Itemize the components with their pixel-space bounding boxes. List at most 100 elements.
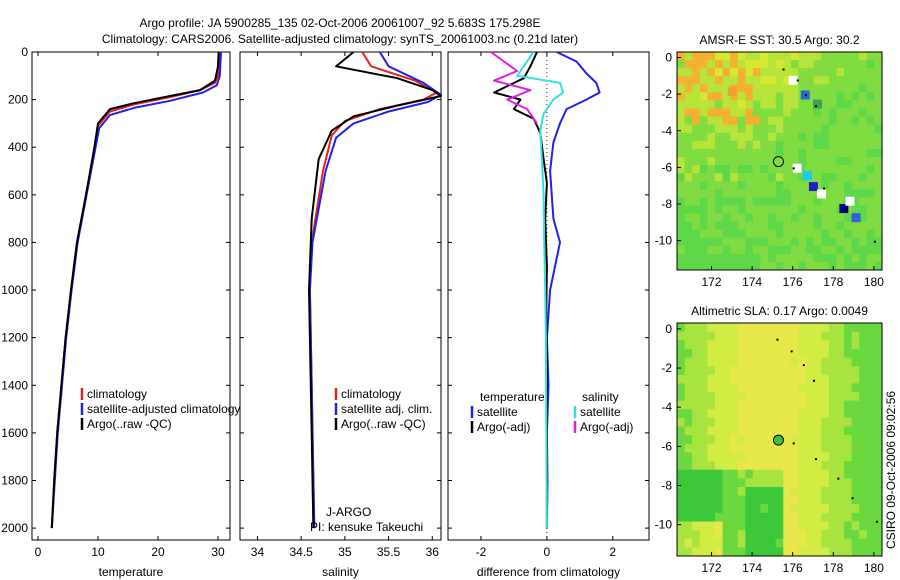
sla-heatmap-cell [677, 478, 686, 488]
sst-heatmap-cell [768, 165, 777, 174]
sst-heatmap-cell [752, 148, 762, 158]
sla-heatmap-cell [859, 495, 868, 505]
sla-heatmap-cell [821, 469, 830, 479]
sla-heatmap-cell [768, 323, 777, 333]
sla-heatmap-cell [798, 323, 807, 333]
sla-heatmap-cell [775, 400, 784, 410]
sst-heatmap-cell [813, 148, 822, 158]
sst-heatmap-cell [707, 148, 716, 158]
sst-heatmap-cell [768, 52, 777, 61]
sla-heatmap-cell [836, 323, 845, 333]
sla-heatmap-cell [722, 323, 731, 333]
sla-heatmap-cell [699, 417, 708, 428]
sla-heatmap-cell [775, 366, 784, 376]
sla-heatmap-cell [684, 366, 693, 376]
sst-anomaly-cell [839, 204, 849, 214]
sla-heatmap-cell [745, 478, 754, 488]
sst-heatmap-cell [768, 68, 777, 77]
sst-heatmap-cell [790, 132, 799, 142]
sst-heatmap-cell [859, 165, 868, 174]
salinity-xlabel: salinity [322, 565, 359, 579]
sla-heatmap-cell [714, 530, 724, 540]
sla-heatmap-cell [836, 512, 845, 522]
sla-heatmap-cell [722, 469, 731, 479]
sla-heatmap-cell [813, 521, 822, 531]
sst-heatmap-cell [745, 84, 754, 93]
sla-heatmap-cell [844, 357, 853, 367]
sst-heatmap-cell [775, 100, 784, 110]
sla-heatmap-cell [692, 521, 701, 531]
sst-heatmap-cell [790, 221, 799, 231]
sst-heatmap-cell [813, 261, 822, 271]
sla-heatmap-cell [866, 495, 875, 505]
sla-heatmap-cell [798, 530, 807, 540]
sla-heatmap-cell [692, 443, 701, 453]
sla-heatmap-cell [844, 323, 853, 333]
sla-heatmap-cell [737, 374, 746, 384]
sst-heatmap-cell [866, 245, 875, 255]
sla-heatmap-cell [745, 383, 754, 393]
sst-heatmap-cell [760, 181, 769, 190]
sla-heatmap-cell [836, 521, 845, 531]
sla-heatmap-cell [707, 495, 716, 505]
sst-heatmap-cell [752, 221, 762, 231]
sla-heatmap-cell [813, 469, 822, 479]
sst-heatmap-cell [677, 92, 686, 101]
sla-heatmap-cell [874, 374, 883, 384]
sst-heatmap-cell [874, 253, 883, 263]
sst-heatmap-cell [707, 52, 716, 61]
sst-anomaly-cell [792, 163, 802, 173]
sla-heatmap-cell [677, 357, 686, 367]
sst-heatmap-cell [737, 221, 746, 231]
sst-heatmap-cell [699, 197, 708, 206]
sla-heatmap-cell [752, 383, 762, 393]
sla-heatmap-cell [677, 331, 686, 341]
sla-heatmap-cell [752, 392, 762, 402]
sla-heatmap-cell [813, 366, 822, 376]
sst-heatmap-cell [768, 197, 777, 206]
sst-axes-frame [676, 51, 883, 271]
sla-heatmap-cell [737, 331, 746, 341]
sla-heatmap-cell [745, 461, 754, 471]
sst-heatmap-cell [722, 84, 731, 93]
sst-heatmap-cell [707, 156, 716, 166]
sla-heatmap-cell [737, 323, 746, 333]
sla-heatmap-cell [677, 374, 686, 384]
sst-heatmap-cell [768, 140, 777, 150]
sla-heatmap-cell [866, 357, 875, 367]
sst-heatmap-cell [737, 156, 746, 166]
depth-tick-label: 1800 [1, 473, 28, 487]
sla-heatmap-cell [768, 409, 777, 419]
sla-heatmap-cell [798, 331, 807, 341]
depth-tick-label: 0 [21, 45, 28, 59]
sla-heatmap-cell [844, 331, 853, 341]
sla-heatmap-cell [866, 486, 875, 497]
sst-heatmap-cell [745, 173, 754, 182]
sst-heatmap-cell [677, 189, 686, 198]
sst-heatmap-cell [874, 245, 883, 255]
sla-heatmap-cell [813, 374, 822, 384]
sst-heatmap-cell [806, 100, 815, 110]
sla-heatmap-cell [714, 417, 724, 428]
sla-heatmap-cell [790, 461, 799, 471]
sst-heatmap-cell [844, 237, 853, 247]
sla-heatmap-cell [844, 486, 853, 497]
sst-heatmap-cell [760, 52, 769, 61]
sst-heatmap-cell [722, 165, 731, 174]
sla-heatmap-cell [874, 512, 883, 522]
sla-heatmap-cell [866, 409, 875, 419]
sst-heatmap-cell [806, 213, 815, 223]
sla-heatmap-cell [699, 443, 708, 453]
sla-heatmap-cell [783, 521, 792, 531]
sst-argo-position-marker [772, 156, 784, 168]
sst-heatmap-cell [737, 52, 746, 61]
sla-heatmap-cell [866, 417, 875, 428]
sst-heatmap-cell [783, 116, 792, 126]
sla-heatmap-cell [730, 530, 739, 540]
sst-ytick-label: -2 [661, 87, 672, 101]
sst-heatmap-cell [828, 205, 837, 214]
sst-heatmap-cell [866, 221, 875, 231]
sla-heatmap-cell [813, 323, 822, 333]
sla-heatmap-cell [828, 331, 837, 341]
sla-heatmap-cell [866, 538, 875, 548]
